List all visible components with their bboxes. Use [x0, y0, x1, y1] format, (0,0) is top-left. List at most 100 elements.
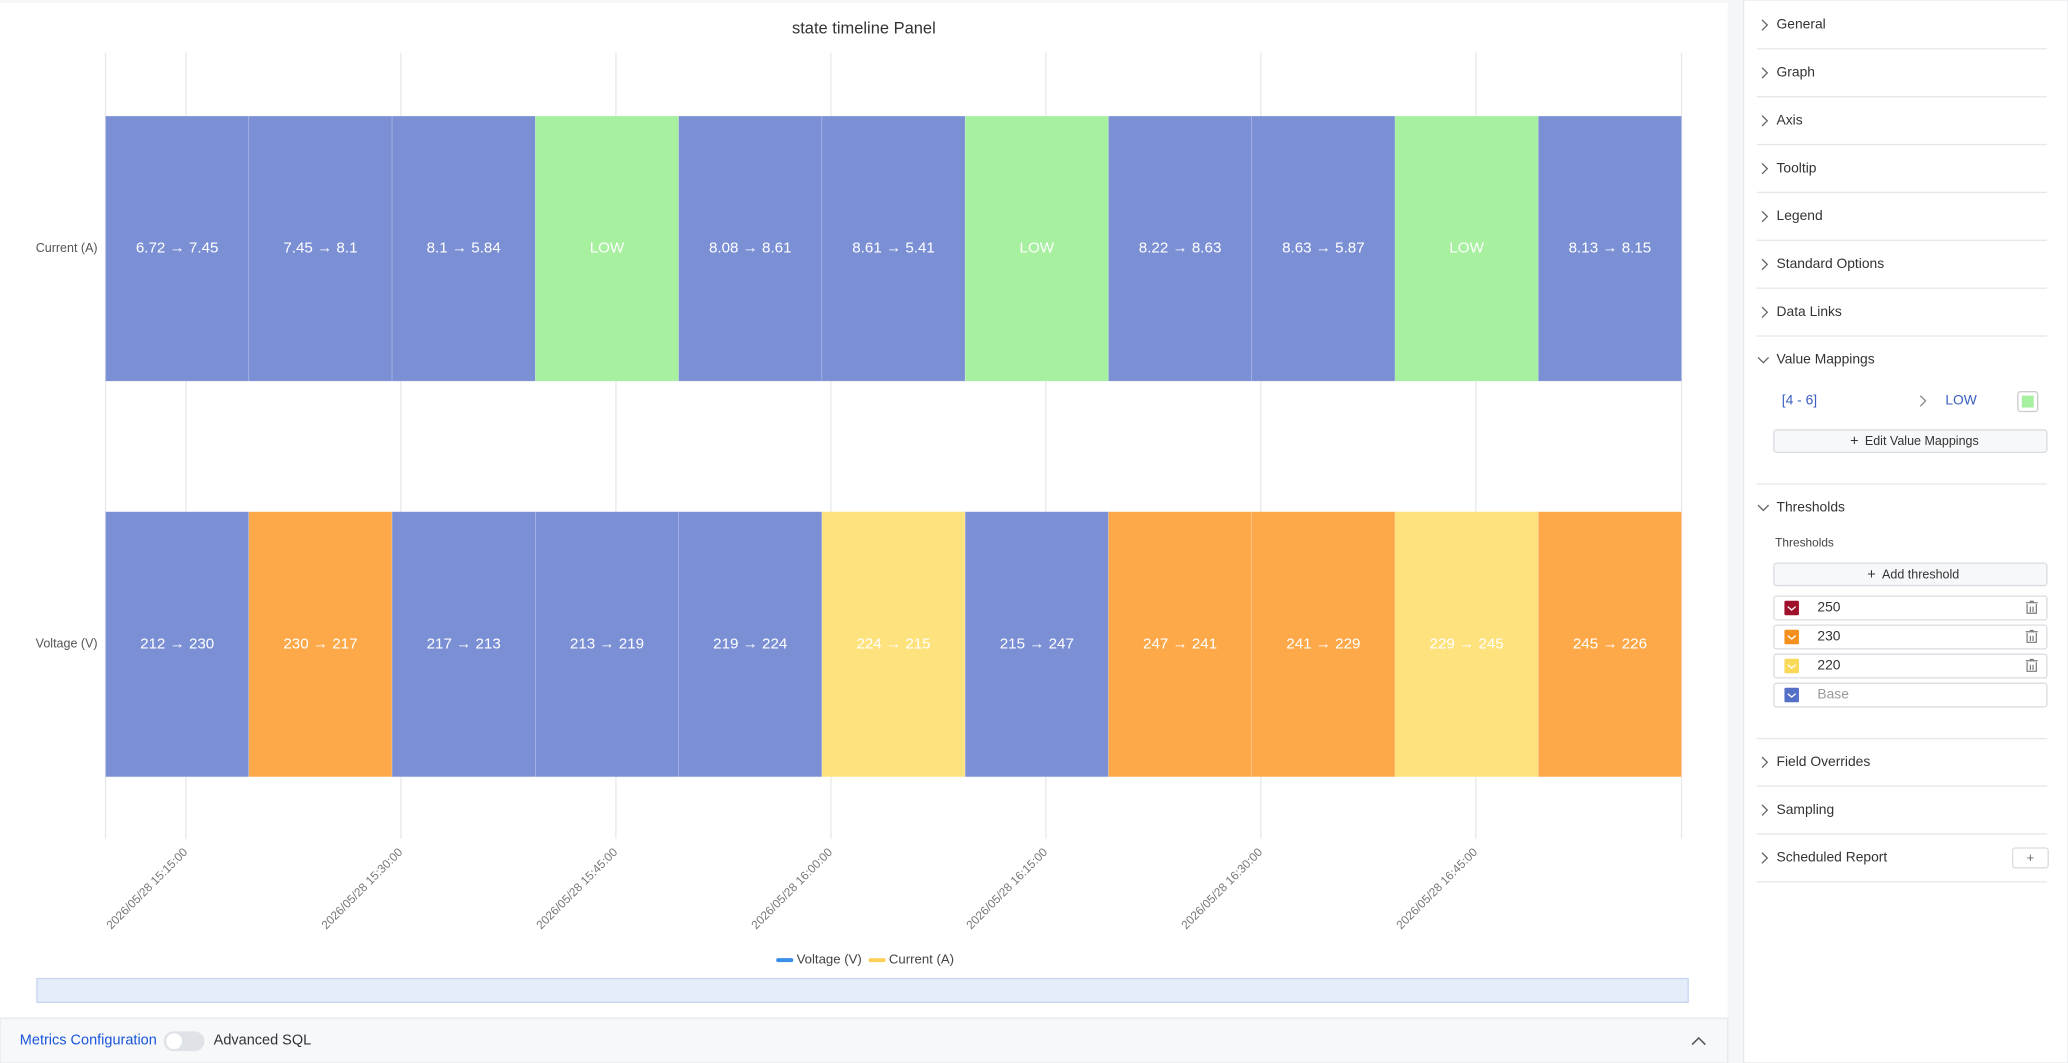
threshold-value[interactable]: 220 — [1817, 657, 1840, 673]
state-segment[interactable] — [964, 511, 1109, 778]
mapping-result[interactable]: LOW — [1945, 392, 1977, 408]
button-label: Edit Value Mappings — [1865, 434, 1979, 448]
chevron — [1761, 258, 1769, 271]
state-segment[interactable] — [248, 511, 393, 778]
section-header[interactable]: Thresholds — [1777, 498, 1845, 514]
state-segment[interactable] — [678, 115, 823, 382]
state-segment[interactable] — [535, 115, 679, 382]
section-header[interactable]: Sampling — [1777, 801, 1835, 817]
chevron — [1761, 162, 1769, 175]
threshold-row[interactable] — [1773, 595, 2048, 621]
segment-label: 219 → 224 — [713, 635, 787, 652]
add-report-button[interactable] — [2011, 847, 2049, 869]
chevron — [1761, 804, 1769, 816]
threshold-color[interactable] — [1784, 658, 1799, 674]
mapping-range[interactable]: [4 - 6] — [1782, 392, 1817, 408]
segment-label: 212 → 230 — [140, 635, 214, 652]
zoom-slider[interactable] — [36, 977, 1689, 1003]
threshold-color[interactable] — [1784, 600, 1799, 616]
section-header[interactable]: Legend — [1777, 207, 1823, 223]
segment-label: 8.13 → 8.15 — [1569, 240, 1652, 257]
state-segment[interactable] — [1537, 511, 1682, 778]
section-header[interactable]: Field Overrides — [1777, 753, 1871, 769]
plus-icon: + — [2027, 850, 2035, 865]
section-header[interactable]: Tooltip — [1777, 159, 1817, 175]
section-header[interactable]: Graph — [1777, 64, 1815, 80]
state-segment[interactable] — [1394, 511, 1539, 778]
state-segment[interactable] — [248, 115, 393, 382]
mapping-color-swatch — [2021, 395, 2034, 408]
delete-icon[interactable] — [2025, 629, 2038, 643]
segment-label: 241 → 229 — [1286, 635, 1360, 652]
threshold-value[interactable]: Base — [1817, 686, 1849, 702]
section-header[interactable]: Standard Options — [1777, 255, 1885, 271]
section-header[interactable]: Data Links — [1777, 303, 1842, 319]
state-segment[interactable] — [391, 115, 536, 382]
state-segment[interactable] — [1394, 115, 1539, 382]
checkmark — [1787, 635, 1797, 640]
state-segment[interactable] — [1251, 115, 1396, 382]
legend-label[interactable]: Voltage (V) — [797, 952, 862, 967]
state-segment[interactable] — [1251, 511, 1396, 778]
collapse-icon[interactable] — [1691, 1036, 1706, 1046]
button[interactable] — [1773, 429, 2048, 454]
segment-label: 217 → 213 — [427, 635, 501, 652]
threshold-row[interactable] — [1773, 682, 2048, 708]
segment-label: 247 → 241 — [1143, 635, 1217, 652]
section-header[interactable]: General — [1777, 16, 1826, 32]
row-label: Current (A) — [36, 241, 98, 255]
state-segment[interactable] — [1537, 115, 1682, 382]
chevron — [1761, 210, 1769, 223]
bottom-bar — [0, 1017, 1729, 1063]
settings-sidebar — [1742, 0, 2068, 1063]
segment-label: 8.22 → 8.63 — [1139, 240, 1222, 257]
segment-label: 8.61 → 5.41 — [852, 240, 935, 257]
segment-label: 8.63 → 5.87 — [1282, 240, 1365, 257]
threshold-color[interactable] — [1784, 687, 1799, 703]
section-header[interactable]: Value Mappings — [1777, 351, 1875, 367]
state-segment[interactable] — [1108, 511, 1253, 778]
button[interactable] — [1773, 562, 2048, 587]
state-segment[interactable] — [535, 511, 679, 778]
threshold-row[interactable] — [1773, 624, 2048, 650]
segment-label: 215 → 247 — [1000, 635, 1074, 652]
segment-label: LOW — [1449, 240, 1484, 257]
state-segment[interactable] — [1108, 115, 1253, 382]
state-segment[interactable] — [105, 511, 250, 778]
section-header[interactable]: Scheduled Report — [1777, 849, 1888, 865]
segment-label: 245 → 226 — [1573, 635, 1647, 652]
section-header[interactable]: Axis — [1777, 111, 1803, 127]
threshold-color[interactable] — [1784, 629, 1799, 645]
segment-label: LOW — [590, 240, 625, 257]
threshold-value[interactable]: 230 — [1817, 628, 1840, 644]
segment-label: 6.72 → 7.45 — [136, 240, 219, 257]
segment-label: 224 → 215 — [856, 635, 930, 652]
threshold-value[interactable]: 250 — [1817, 599, 1840, 615]
state-segment[interactable] — [391, 511, 536, 778]
chevron — [1761, 67, 1769, 79]
threshold-row[interactable] — [1773, 653, 2048, 679]
state-segment[interactable] — [105, 115, 250, 382]
delete-icon[interactable] — [2025, 658, 2038, 672]
metrics-config-link[interactable]: Metrics Configuration — [20, 1032, 157, 1048]
arrow — [1919, 395, 1927, 407]
chevron — [1761, 852, 1769, 864]
button-label: Add threshold — [1882, 567, 1959, 581]
state-segment[interactable] — [964, 115, 1109, 382]
toggle-label: Advanced SQL — [214, 1032, 312, 1048]
delete-icon[interactable] — [2025, 600, 2038, 614]
chevron — [1761, 19, 1769, 31]
segment-label: LOW — [1020, 240, 1055, 257]
chart-title: state timeline Panel — [792, 19, 936, 37]
segment-label: 8.1 → 5.84 — [427, 240, 501, 257]
segment-label: 213 → 219 — [570, 635, 644, 652]
chevron — [1761, 115, 1769, 127]
field-label: Thresholds — [1775, 536, 1834, 550]
checkmark — [1787, 664, 1797, 669]
legend-label[interactable]: Current (A) — [889, 952, 954, 967]
plus-icon: + — [1867, 567, 1875, 583]
state-segment[interactable] — [821, 511, 966, 778]
state-segment[interactable] — [678, 511, 823, 778]
